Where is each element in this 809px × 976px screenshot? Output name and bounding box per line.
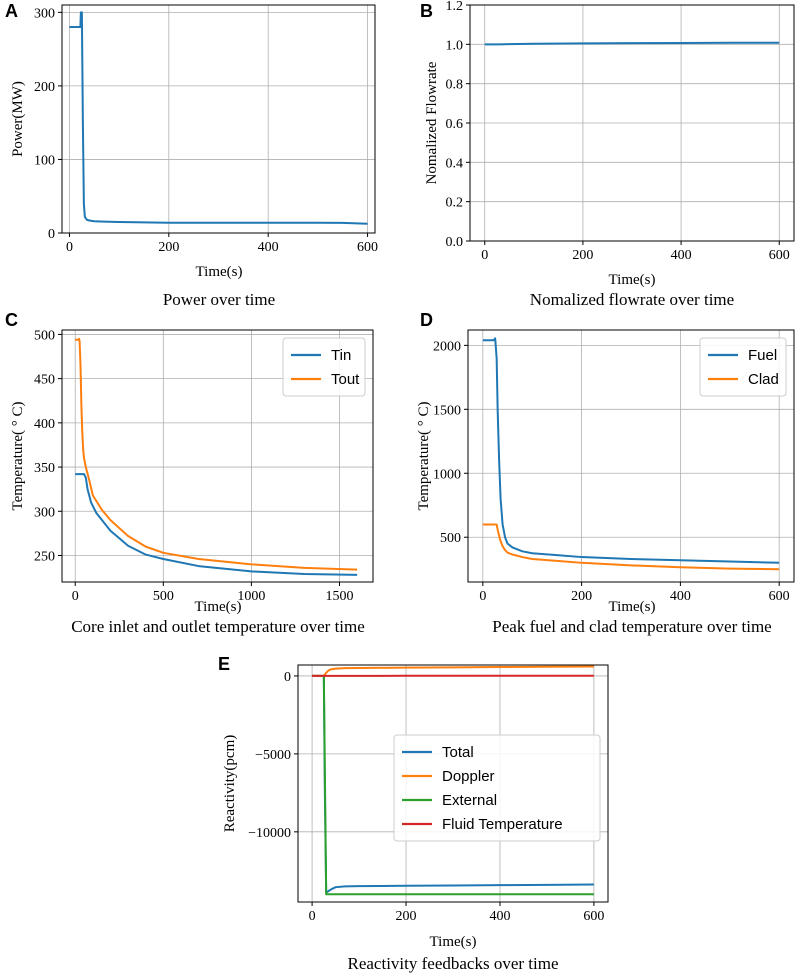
panel-c-series-tout-line: [75, 337, 358, 571]
panel-d-series-fuel-line: [482, 337, 780, 564]
panel-b-xlabel: Time(s): [609, 272, 656, 288]
panel-d-xtick-label: 600: [769, 589, 790, 604]
panel-c-caption: Core inlet and outlet temperature over t…: [71, 617, 365, 636]
panel-d-legend-box: [699, 337, 787, 397]
panel-a-letter: A: [5, 1, 18, 21]
panel-c-axes-frame: [61, 329, 374, 583]
panel-d-legend-label-clad: Clad: [748, 371, 779, 388]
panel-c-xtick-label: 500: [153, 589, 174, 604]
panel-e-ytick-label: −10000: [248, 826, 291, 841]
panel-d-axes-frame: [467, 329, 795, 583]
panel-e-legend-box: [393, 734, 601, 842]
panel-b-xtick-label: 400: [671, 248, 692, 263]
panel-a-series-power-line: [69, 11, 368, 225]
panel-e-xtick-label: 600: [583, 909, 604, 924]
panel-b-ytick-label: 0.8: [446, 78, 464, 93]
panel-a-ytick-label: 300: [34, 6, 55, 21]
panel-e-xtick-label: 400: [489, 909, 510, 924]
panel-a-xtick-label: 200: [158, 240, 179, 255]
panel-c-series-tin-line: [75, 473, 358, 576]
panel-b-caption: Nomalized flowrate over time: [530, 290, 734, 309]
panel-d-legend-label-fuel: Fuel: [748, 347, 777, 364]
panel-b-ytick-label: 0.0: [446, 235, 464, 250]
panel-d-xtick-label: 200: [571, 589, 592, 604]
panel-b-letter: B: [420, 1, 433, 21]
panel-c-ytick-label: 250: [34, 549, 55, 564]
panel-c-letter: C: [5, 310, 18, 330]
panel-e-legend-label-doppler: Doppler: [442, 768, 495, 785]
panel-e-caption: Reactivity feedbacks over time: [348, 954, 559, 973]
panel-e: 0 200 400 600 −10000 −5000 0 Time(s) Reactivity(…: [218, 654, 609, 973]
panel-c-xtick-label: 0: [72, 589, 79, 604]
panel-c-xtick-label: 1500: [326, 589, 354, 604]
panel-e-legend-label-external: External: [442, 792, 497, 809]
panel-e-ylabel: Reactivity(pcm): [222, 735, 238, 832]
panel-b-ytick-label: 0.2: [446, 196, 464, 211]
panel-e-xlabel: Time(s): [430, 934, 477, 950]
panel-e-xtick-label: 0: [309, 909, 316, 924]
panel-e-ytick-label: 0: [284, 670, 291, 685]
panel-a-axes-frame: [61, 4, 376, 234]
panel-a-xtick-label: 400: [258, 240, 279, 255]
panel-d-xtick-label: 400: [670, 589, 691, 604]
panel-e-series-doppler-line: [312, 665, 594, 677]
panel-d-ylabel: Temperature( ° C): [416, 401, 432, 510]
panel-b-ytick-label: 0.4: [446, 156, 464, 171]
panel-e-series-external-line: [312, 674, 594, 896]
panel-c-xlabel: Time(s): [195, 599, 242, 615]
panel-d: 0 200 400 600 500 1000 1500 2000 Time(s) Temperat…: [416, 310, 795, 636]
panel-e-legend: Total Doppler External Fluid Temperature: [393, 734, 601, 842]
panel-c: 0 500 1000 1500 250 300 350 400 450 500 Time(s) Tem…: [5, 310, 374, 636]
panel-b-ylabel: Nomalized Flowrate: [424, 61, 440, 184]
panel-a-ytick-label: 200: [34, 80, 55, 95]
panel-c-legend-label-tin: Tin: [331, 347, 351, 364]
panel-b-series-flowrate-line: [484, 41, 780, 46]
panel-a-ylabel: Power(MW): [10, 81, 26, 157]
panel-d-ytick-label: 1000: [433, 467, 461, 482]
panel-e-legend-label-fluid-temperature: Fluid Temperature: [442, 816, 563, 833]
panel-c-ytick-label: 500: [34, 328, 55, 343]
panel-c-legend-box: [282, 337, 366, 397]
panel-e-axes-frame: [297, 664, 609, 903]
panel-c-ytick-label: 300: [34, 505, 55, 520]
panel-e-ytick-label: −5000: [255, 748, 291, 763]
panel-d-ytick-label: 2000: [433, 339, 461, 354]
panel-c-legend: Tin Tout: [282, 337, 366, 397]
panel-e-letter: E: [218, 654, 230, 674]
panel-b-xtick-label: 600: [769, 248, 790, 263]
panel-d-letter: D: [420, 310, 433, 330]
panel-d-caption: Peak fuel and clad temperature over time: [492, 617, 771, 636]
panel-b-ytick-label: 1.2: [446, 0, 464, 14]
panel-c-legend-label-tout: Tout: [331, 371, 360, 388]
panel-a-xtick-label: 600: [357, 240, 378, 255]
panel-b-ytick-label: 0.6: [446, 117, 464, 132]
panel-c-ytick-label: 450: [34, 373, 55, 388]
panel-b-xtick-label: 0: [481, 248, 488, 263]
panel-c-ylabel: Temperature( ° C): [10, 401, 26, 510]
panel-c-xtick-label: 1000: [237, 589, 265, 604]
panel-a-xlabel: Time(s): [196, 264, 243, 280]
panel-d-ytick-label: 1500: [433, 403, 461, 418]
panel-a-xtick-label: 0: [66, 240, 73, 255]
panel-d-xtick-label: 0: [479, 589, 486, 604]
panel-d-xlabel: Time(s): [609, 599, 656, 615]
panel-a-caption: Power over time: [163, 290, 275, 309]
panel-c-ytick-label: 350: [34, 461, 55, 476]
panel-b-xtick-label: 200: [572, 248, 593, 263]
panel-d-ytick-label: 500: [440, 531, 461, 546]
panel-a-ytick-label: 0: [48, 227, 55, 242]
panel-d-legend: Fuel Clad: [699, 337, 787, 397]
panel-e-xtick-label: 200: [396, 909, 417, 924]
panel-e-legend-label-total: Total: [442, 744, 474, 761]
panel-d-series-clad-line: [482, 523, 780, 571]
panel-b: 0 200 400 600 0.0 0.2 0.4 0.6 0.8 1.0 1.2 Time(s) No…: [420, 0, 795, 309]
panel-b-ytick-label: 1.0: [446, 38, 464, 53]
panel-a: 0 200 400 600 0 100 200 300 Time(s) Power(MW) Powe…: [5, 1, 378, 309]
panel-a-ytick-label: 100: [34, 153, 55, 168]
panel-c-ytick-label: 400: [34, 417, 55, 432]
